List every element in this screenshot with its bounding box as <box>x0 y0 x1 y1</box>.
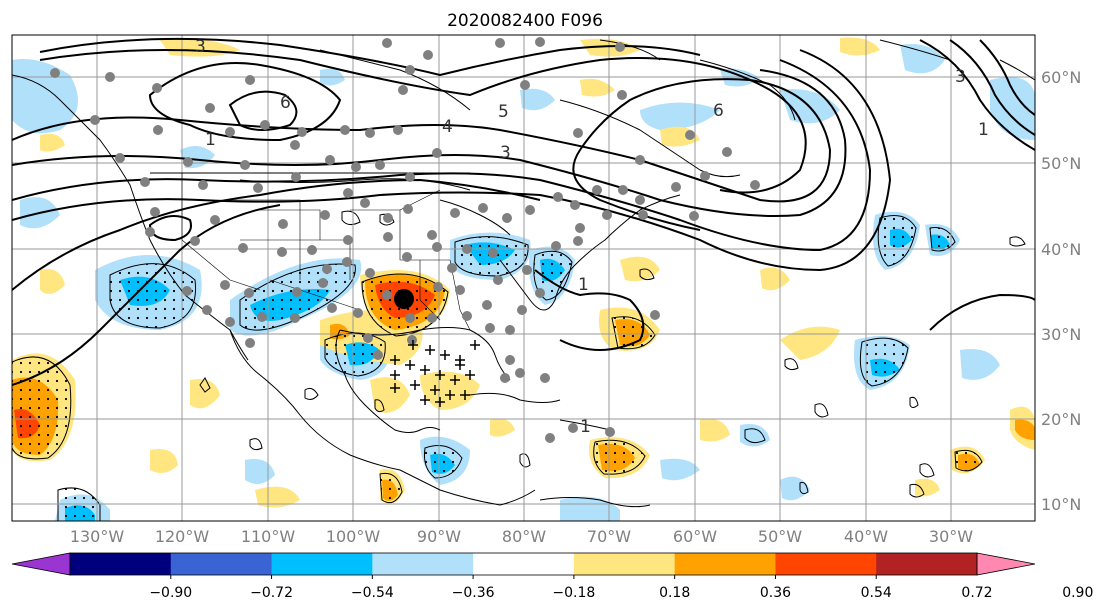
lat-label: 40°N <box>1041 240 1081 259</box>
contour-label: 3 <box>195 37 206 57</box>
political-boundaries <box>181 173 471 331</box>
lon-label: 30°W <box>929 527 973 546</box>
map-panel: 3 6 4 5 3 6 1 1 1 3 1 <box>12 35 1035 521</box>
colorbar-frame <box>69 552 978 576</box>
lon-label: 60°W <box>673 527 717 546</box>
coastlines <box>12 39 1035 508</box>
colorbar-segment <box>674 553 776 575</box>
colorbar-tick-label: −0.72 <box>250 585 293 601</box>
figure-title: 2020082400 F096 <box>447 11 603 31</box>
small-anomaly-contours <box>199 210 1026 498</box>
station-dots <box>50 37 760 443</box>
contour-label: 1 <box>580 417 591 437</box>
colorbar-segment <box>473 553 575 575</box>
colorbar-extend-high <box>976 552 1036 576</box>
contour-label: 1 <box>578 275 589 295</box>
colorbar-tick-label: 0.36 <box>760 585 791 601</box>
colorbar-segment <box>876 553 978 575</box>
lon-label: 100°W <box>326 527 381 546</box>
contour-label: 1 <box>978 120 989 140</box>
colorbar-segment <box>573 553 676 575</box>
contour-label: 6 <box>713 101 724 121</box>
colorbar-segment <box>271 553 373 575</box>
lat-label: 60°N <box>1041 68 1081 87</box>
colorbar-tick-label: 0.54 <box>861 585 892 601</box>
lat-label: 10°N <box>1041 495 1081 514</box>
contour-label: 6 <box>280 93 291 113</box>
lon-label: 110°W <box>241 527 296 546</box>
contour-label: 1 <box>205 130 216 150</box>
contour-label: 3 <box>955 67 966 87</box>
colorbar-tick-label: 0.90 <box>1062 585 1093 601</box>
plus-markers <box>390 340 480 407</box>
colorbar-segment <box>372 553 474 575</box>
lon-label: 130°W <box>70 527 125 546</box>
map-frame <box>11 34 1036 522</box>
colorbar-tick-label: 0.18 <box>659 585 690 601</box>
colorbar-extend-low <box>11 552 71 576</box>
colorbar-tick-label: −0.54 <box>351 585 394 601</box>
colorbar-segment <box>170 553 273 575</box>
colorbar-tick-label: −0.36 <box>452 585 495 601</box>
colorbar-segment <box>70 553 172 575</box>
contour-label: 5 <box>498 102 509 122</box>
colorbar-tick-label: 0.72 <box>961 585 992 601</box>
lat-label: 50°N <box>1041 154 1081 173</box>
lon-label: 80°W <box>502 527 546 546</box>
height-contours <box>12 37 1035 386</box>
contour-label: 4 <box>442 117 453 137</box>
colorbar-segment <box>775 553 877 575</box>
colorbar-tick-label: −0.18 <box>552 585 595 601</box>
lon-label: 70°W <box>587 527 631 546</box>
lat-label: 30°N <box>1041 325 1081 344</box>
contour-label: 3 <box>500 143 511 163</box>
lon-label: 50°W <box>758 527 802 546</box>
lon-label: 120°W <box>155 527 210 546</box>
central-location-marker <box>394 289 414 309</box>
colorbar: −0.90 −0.72 −0.54 −0.36 −0.18 0.18 0.36 … <box>11 552 1093 601</box>
lat-label: 20°N <box>1041 410 1081 429</box>
colorbar-tick-label: −0.90 <box>149 585 192 601</box>
lon-label: 90°W <box>417 527 461 546</box>
lon-label: 40°W <box>844 527 888 546</box>
